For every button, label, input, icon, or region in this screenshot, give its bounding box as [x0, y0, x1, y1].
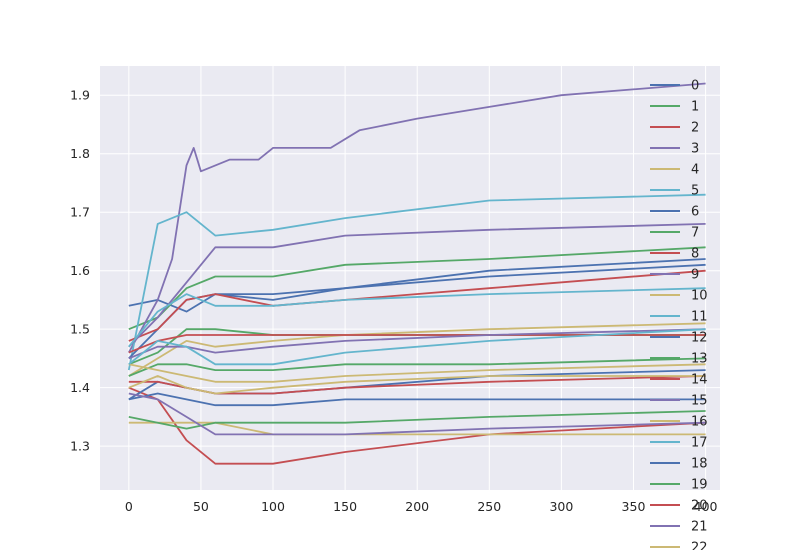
y-tick-label: 1.7 [70, 205, 90, 220]
x-tick-label: 150 [333, 499, 357, 514]
legend-label-21: 21 [691, 520, 708, 535]
series-line-9 [128, 223, 706, 348]
series-line-13 [128, 357, 706, 377]
grid-lines [100, 66, 720, 490]
y-tick-label: 1.9 [70, 88, 90, 103]
series-line-22 [128, 375, 706, 395]
legend-label-4: 4 [691, 163, 699, 178]
legend-label-11: 11 [691, 310, 708, 325]
legend-label-13: 13 [691, 352, 708, 367]
series-line-5 [127, 193, 706, 371]
series-line-4 [128, 421, 706, 436]
series-line-3 [128, 82, 706, 354]
legend-label-0: 0 [691, 79, 699, 94]
legend-label-2: 2 [691, 121, 699, 136]
legend-label-12: 12 [691, 331, 708, 346]
x-tick-label: 350 [622, 499, 646, 514]
series-lines [127, 82, 706, 465]
series-line-15 [128, 328, 706, 360]
x-tick-label: 100 [261, 499, 285, 514]
legend-label-7: 7 [691, 226, 699, 241]
x-tick-label: 0 [125, 499, 133, 514]
x-axis-ticks: 0 50 100 150 200 250 300 350 400 [125, 499, 718, 514]
x-tick-label: 250 [477, 499, 501, 514]
x-tick-label: 400 [694, 499, 718, 514]
legend-label-3: 3 [691, 142, 699, 157]
series-line-16 [128, 363, 706, 383]
legend-label-18: 18 [691, 457, 708, 472]
x-tick-label: 200 [405, 499, 429, 514]
y-axis-ticks: 1.3 1.4 1.5 1.6 1.7 1.8 1.9 [70, 88, 90, 454]
legend-label-10: 10 [691, 289, 708, 304]
legend-label-19: 19 [691, 478, 708, 493]
legend-label-20: 20 [691, 499, 708, 514]
legend-label-17: 17 [691, 436, 708, 451]
series-line-19 [128, 410, 706, 430]
y-tick-label: 1.4 [70, 380, 90, 395]
legend-label-8: 8 [691, 247, 699, 262]
x-tick-label: 300 [549, 499, 573, 514]
legend-label-14: 14 [691, 373, 708, 388]
y-tick-label: 1.6 [70, 263, 90, 278]
series-line-10 [128, 322, 706, 377]
series-line-0 [128, 258, 706, 313]
series-line-17 [128, 328, 706, 366]
y-tick-label: 1.8 [70, 146, 90, 161]
y-tick-label: 1.3 [70, 439, 90, 454]
series-line-14 [128, 334, 706, 354]
series-line-21 [128, 392, 706, 436]
series-line-20 [128, 375, 706, 395]
series-line-8 [128, 269, 706, 342]
series-line-11 [128, 287, 706, 348]
legend-label-1: 1 [691, 100, 699, 115]
x-tick-label: 50 [193, 499, 209, 514]
legend-label-16: 16 [691, 415, 708, 430]
legend-label-9: 9 [691, 268, 699, 283]
legend-label-6: 6 [691, 205, 699, 220]
series-line-2 [128, 386, 706, 465]
legend-label-15: 15 [691, 394, 708, 409]
series-line-12 [128, 392, 706, 407]
y-tick-label: 1.5 [70, 322, 90, 337]
legend-label-5: 5 [691, 184, 699, 199]
legend-label-22: 22 [691, 541, 708, 551]
